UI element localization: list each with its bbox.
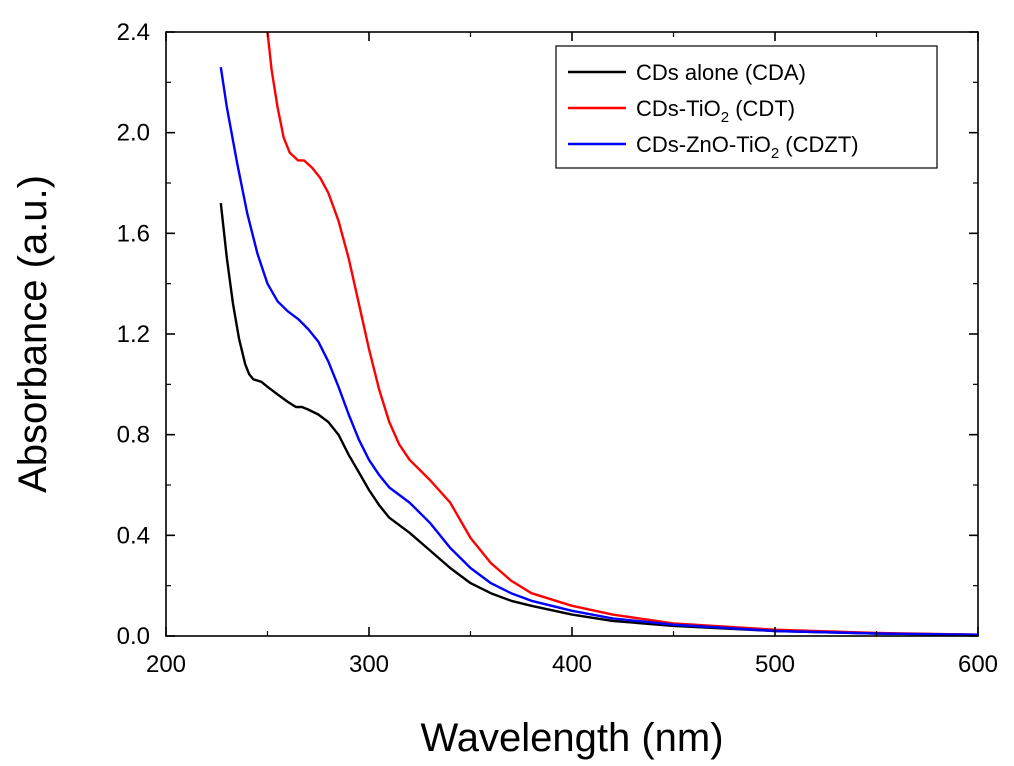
y-tick-label: 0.4 xyxy=(117,522,150,549)
legend: CDs alone (CDA) CDs-TiO2 (CDT) CDs-ZnO-TiO… xyxy=(555,45,938,169)
y-tick-label: 1.2 xyxy=(117,321,150,348)
x-tick-label: 300 xyxy=(349,651,389,678)
legend-label-1: CDs-TiO2 (CDT) xyxy=(636,96,795,126)
x-tick-label: 400 xyxy=(552,651,592,678)
y-axis: 0.0 0.4 0.8 1.2 1.6 2.0 2.4 xyxy=(117,19,978,650)
x-tick-label: 600 xyxy=(958,651,998,678)
x-tick-label: 200 xyxy=(146,651,186,678)
series-layer xyxy=(219,32,978,636)
x-tick-label: 500 xyxy=(755,651,795,678)
series-line-0 xyxy=(219,202,978,636)
legend-label-0: CDs alone (CDA) xyxy=(636,60,806,85)
y-tick-label: 2.0 xyxy=(117,120,150,147)
y-tick-label: 1.6 xyxy=(117,220,150,247)
series-line-1 xyxy=(266,32,978,636)
x-axis-title: Wavelength (nm) xyxy=(420,716,723,760)
y-tick-label: 0.8 xyxy=(117,422,150,449)
x-axis: 200 300 400 500 600 xyxy=(146,32,998,678)
y-tick-label: 0.0 xyxy=(117,623,150,650)
y-axis-title: Absorbance (a.u.) xyxy=(11,175,55,493)
series-line-2 xyxy=(219,67,978,636)
legend-label-2: CDs-ZnO-TiO2 (CDZT) xyxy=(636,132,859,162)
y-tick-label: 2.4 xyxy=(117,19,150,46)
